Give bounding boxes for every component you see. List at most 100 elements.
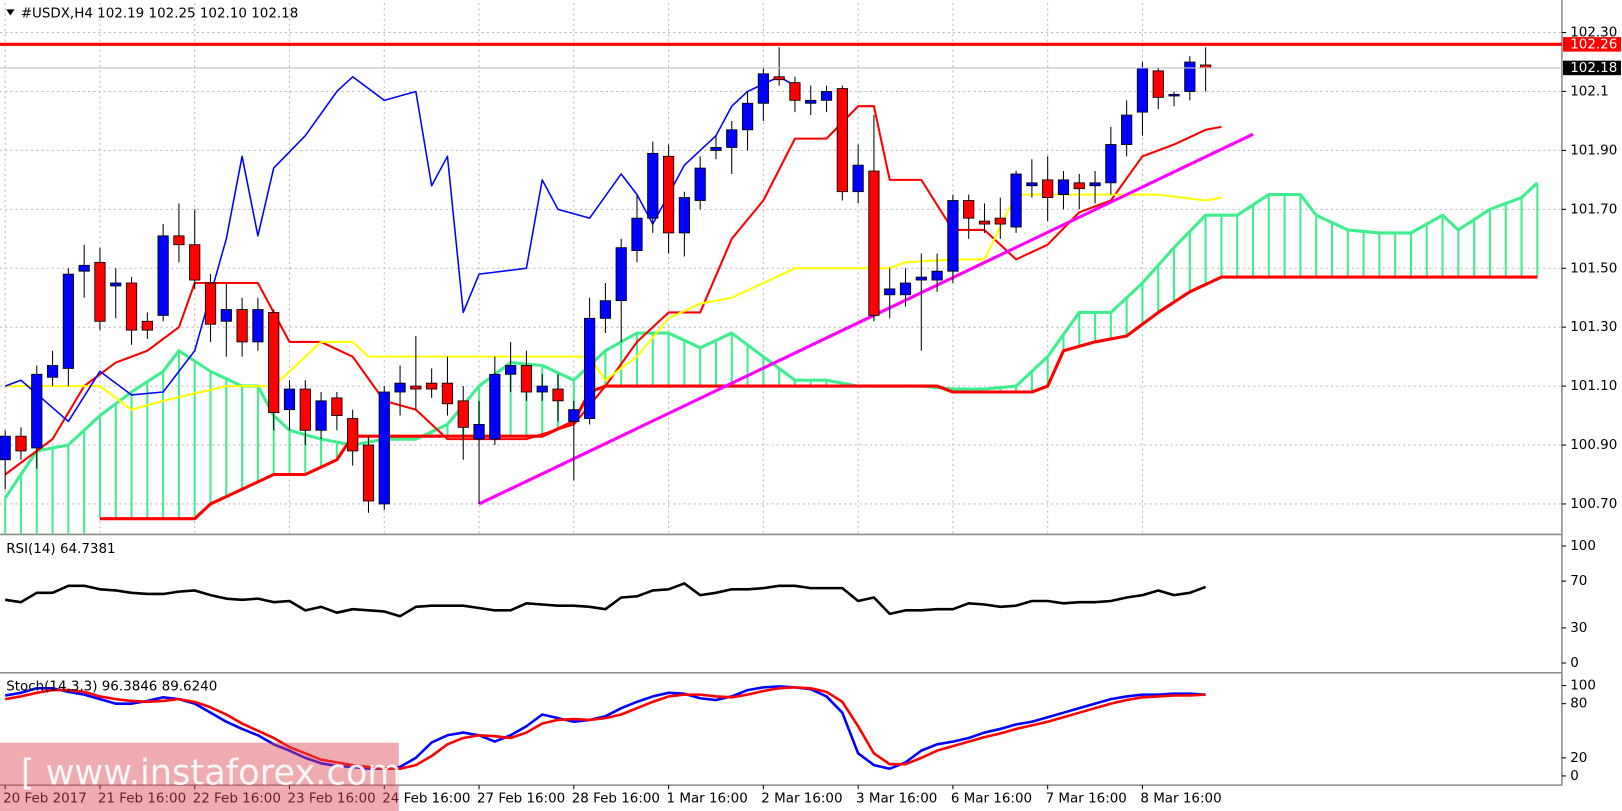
candle-body xyxy=(78,264,90,272)
candle-body xyxy=(505,365,517,375)
x-tick-label: 1 Mar 16:00 xyxy=(667,792,748,807)
candle-body xyxy=(141,320,153,331)
candle-body xyxy=(868,170,880,316)
x-tick-label: 7 Mar 16:00 xyxy=(1046,792,1127,807)
y-tick-label: 100.90 xyxy=(1570,438,1617,453)
candle-body xyxy=(552,388,564,402)
candle-body xyxy=(473,423,485,440)
candle-body xyxy=(789,82,801,101)
x-tick-label: 22 Feb 16:00 xyxy=(193,792,281,807)
candle-body xyxy=(884,288,896,296)
candle-body xyxy=(1026,182,1038,187)
candle-body xyxy=(805,99,817,104)
candle-body xyxy=(915,276,927,281)
candle-body xyxy=(694,167,706,201)
x-tick-label: 3 Mar 16:00 xyxy=(856,792,937,807)
y-tick-label: 0 xyxy=(1570,656,1579,671)
watermark-box xyxy=(0,742,399,811)
candle-body xyxy=(268,312,280,414)
candle-body xyxy=(189,244,201,281)
candle-body xyxy=(994,217,1006,225)
candle-body xyxy=(204,282,217,325)
y-tick-label: 101.70 xyxy=(1570,202,1617,217)
candle-body xyxy=(584,317,596,419)
series-line xyxy=(4,582,1207,618)
y-tick-label: 100 xyxy=(1570,679,1596,694)
candle-body xyxy=(457,400,469,428)
y-tick-label: 102.30 xyxy=(1570,26,1617,41)
y-tick-label: 0 xyxy=(1570,769,1579,784)
candle-body xyxy=(1042,179,1054,198)
price-label: 102.26 xyxy=(1570,37,1617,52)
candle-body xyxy=(520,365,533,393)
candle-body xyxy=(1089,182,1101,187)
x-tick-label: 21 Feb 16:00 xyxy=(98,792,186,807)
candle-body xyxy=(31,373,43,449)
candle-body xyxy=(710,147,722,151)
x-tick-label: 2 Mar 16:00 xyxy=(761,792,842,807)
price-label-box xyxy=(1562,60,1621,76)
candle-body xyxy=(331,397,343,416)
candle-body xyxy=(631,217,643,251)
candle-body xyxy=(394,382,406,393)
candle-body xyxy=(1168,94,1180,97)
y-tick-label: 101.30 xyxy=(1570,320,1617,335)
x-tick-label: 23 Feb 16:00 xyxy=(287,792,375,807)
watermark: [ www.instaforex.com xyxy=(21,753,402,794)
price-label: 102.18 xyxy=(1570,61,1617,76)
candle-body xyxy=(947,200,959,272)
candle-body xyxy=(647,152,659,219)
candle-body xyxy=(1105,144,1117,184)
candle-body xyxy=(410,385,422,390)
candle-body xyxy=(426,382,438,390)
candle-body xyxy=(94,261,106,322)
x-tick-label: 8 Mar 16:00 xyxy=(1140,792,1221,807)
price-label-box xyxy=(1562,37,1621,52)
candle-body xyxy=(283,388,296,411)
candle-body xyxy=(615,247,627,302)
x-tick-label: 27 Feb 16:00 xyxy=(477,792,565,807)
candle-body xyxy=(726,129,738,148)
x-tick-label: 24 Feb 16:00 xyxy=(382,792,470,807)
series-line xyxy=(4,685,1206,771)
candle-body xyxy=(110,282,122,287)
rsi-title: RSI(14) 64.7381 xyxy=(6,542,115,557)
candle-body xyxy=(362,444,375,502)
candle-body xyxy=(662,155,675,234)
candle-body xyxy=(773,76,785,81)
candle-body xyxy=(378,391,390,505)
candle-body xyxy=(963,200,975,219)
candle-body xyxy=(173,235,185,246)
candle-body xyxy=(836,88,848,193)
y-tick-label: 30 xyxy=(1570,621,1587,636)
candle-body xyxy=(599,300,611,319)
indicator-line xyxy=(478,132,1254,506)
y-tick-label: 100 xyxy=(1570,539,1596,554)
x-tick-label: 20 Feb 2017 xyxy=(3,792,87,807)
candle-body xyxy=(252,309,264,343)
series-line xyxy=(4,686,1206,771)
candle-body xyxy=(347,418,359,452)
candle-body xyxy=(1152,70,1164,98)
candle-body xyxy=(757,73,769,104)
candle-body xyxy=(220,309,232,322)
candle-body xyxy=(741,102,754,131)
y-tick-label: 101.10 xyxy=(1570,379,1617,394)
chart-title: #USDX,H4 102.19 102.25 102.10 102.18 xyxy=(21,6,299,21)
candle-body xyxy=(820,91,833,101)
candle-body xyxy=(441,382,454,405)
candle-body xyxy=(678,197,690,234)
y-tick-label: 101.90 xyxy=(1570,143,1617,158)
candle-body xyxy=(125,282,138,331)
stoch-title: Stoch(14,3,3) 96.3846 89.6240 xyxy=(6,680,217,695)
y-tick-label: 101.50 xyxy=(1570,261,1617,276)
y-tick-label: 70 xyxy=(1570,574,1587,589)
cloud-span-b xyxy=(99,275,1538,521)
candle-body xyxy=(978,220,991,225)
y-tick-label: 80 xyxy=(1570,697,1587,712)
candle-body xyxy=(536,385,548,393)
candle-body xyxy=(236,309,248,343)
y-tick-label: 20 xyxy=(1570,751,1587,766)
